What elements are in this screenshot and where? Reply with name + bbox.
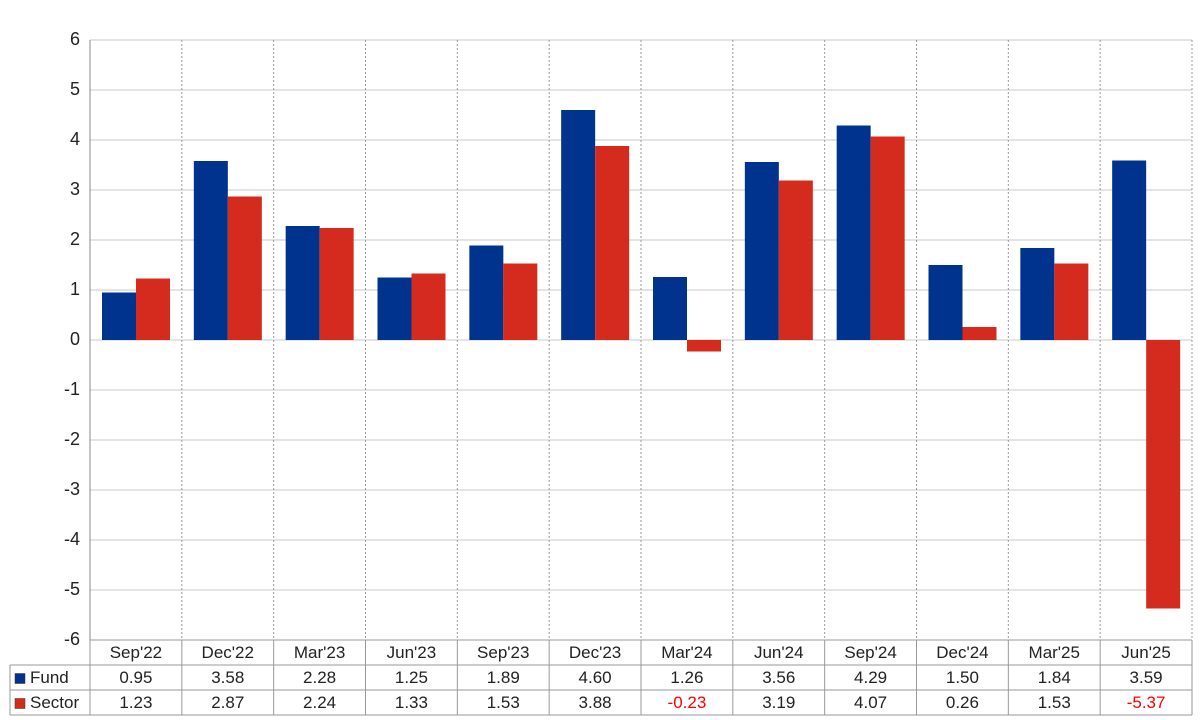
table-value: 3.19	[762, 693, 795, 712]
x-tick-label: Mar'24	[661, 643, 712, 662]
bar	[778, 180, 813, 340]
bar	[836, 125, 871, 340]
bar	[1146, 340, 1181, 609]
table-value: 1.25	[395, 668, 428, 687]
bar	[227, 196, 262, 340]
x-tick-label: Dec'23	[569, 643, 621, 662]
legend-swatch	[14, 698, 26, 709]
x-tick-label: Jun'23	[387, 643, 437, 662]
bar	[193, 161, 228, 340]
table-value: 1.33	[395, 693, 428, 712]
y-tick-label: -5	[64, 579, 80, 599]
data-table: Sep'22 Dec'22 Mar'23 Jun'23 Sep'23 Dec'23 Mar'…	[9, 639, 1193, 716]
table-value: 2.28	[303, 668, 336, 687]
y-tick-label: 4	[70, 129, 80, 149]
bar	[1020, 248, 1055, 340]
table-value: 4.60	[579, 668, 612, 687]
x-tick-label: Jun'25	[1121, 643, 1171, 662]
x-tick-label: Sep'22	[110, 643, 162, 662]
bar	[136, 278, 170, 340]
bar	[595, 146, 630, 340]
x-tick-label: Dec'22	[202, 643, 254, 662]
table-value: 2.24	[303, 693, 336, 712]
bar	[411, 273, 446, 340]
y-tick-label: 1	[70, 279, 80, 299]
table-value: 0.95	[119, 668, 152, 687]
x-tick-label: Sep'23	[477, 643, 529, 662]
table-value: -5.37	[1127, 693, 1166, 712]
table-value: 2.87	[211, 693, 244, 712]
bar	[102, 292, 136, 340]
legend-label: Sector	[30, 693, 79, 712]
table-value: 3.56	[762, 668, 795, 687]
y-tick-label: 2	[70, 229, 80, 249]
y-tick-label: -4	[64, 529, 80, 549]
table-value: 1.23	[119, 693, 152, 712]
x-tick-label: Dec'24	[936, 643, 988, 662]
bar	[503, 263, 538, 340]
y-tick-label: -3	[64, 479, 80, 499]
x-tick-label: Mar'25	[1029, 643, 1080, 662]
table-value: 1.53	[1038, 693, 1071, 712]
bar	[653, 277, 687, 340]
bar	[1054, 263, 1089, 340]
x-tick-label: Jun'24	[754, 643, 804, 662]
table-value: 1.53	[487, 693, 520, 712]
y-tick-label: -1	[64, 379, 80, 399]
table-value: 4.07	[854, 693, 887, 712]
table-value: 1.26	[670, 668, 703, 687]
legend-swatch	[14, 673, 26, 684]
y-tick-label: -2	[64, 429, 80, 449]
table-value: 0.26	[946, 693, 979, 712]
y-tick-label: -6	[64, 629, 80, 649]
y-tick-label: 6	[70, 29, 80, 49]
y-tick-label: 0	[70, 329, 80, 349]
bar	[377, 277, 412, 340]
table-value: 3.88	[579, 693, 612, 712]
bar	[1112, 160, 1147, 340]
legend-label: Fund	[30, 668, 69, 687]
table-value: 4.29	[854, 668, 887, 687]
bar	[870, 136, 905, 340]
x-tick-label: Sep'24	[844, 643, 896, 662]
table-value: -0.23	[668, 693, 707, 712]
y-tick-label: 5	[70, 79, 80, 99]
bar	[285, 226, 320, 340]
bar	[928, 265, 963, 340]
x-tick-label: Mar'23	[294, 643, 345, 662]
bar	[744, 162, 779, 340]
bar	[687, 340, 721, 352]
bar	[319, 228, 354, 340]
bar	[561, 110, 596, 340]
table-value: 3.59	[1130, 668, 1163, 687]
bar	[962, 327, 997, 340]
bar	[469, 245, 504, 340]
y-tick-label: 3	[70, 179, 80, 199]
table-value: 1.84	[1038, 668, 1071, 687]
table-value: 1.50	[946, 668, 979, 687]
table-value: 3.58	[211, 668, 244, 687]
table-value: 1.89	[487, 668, 520, 687]
